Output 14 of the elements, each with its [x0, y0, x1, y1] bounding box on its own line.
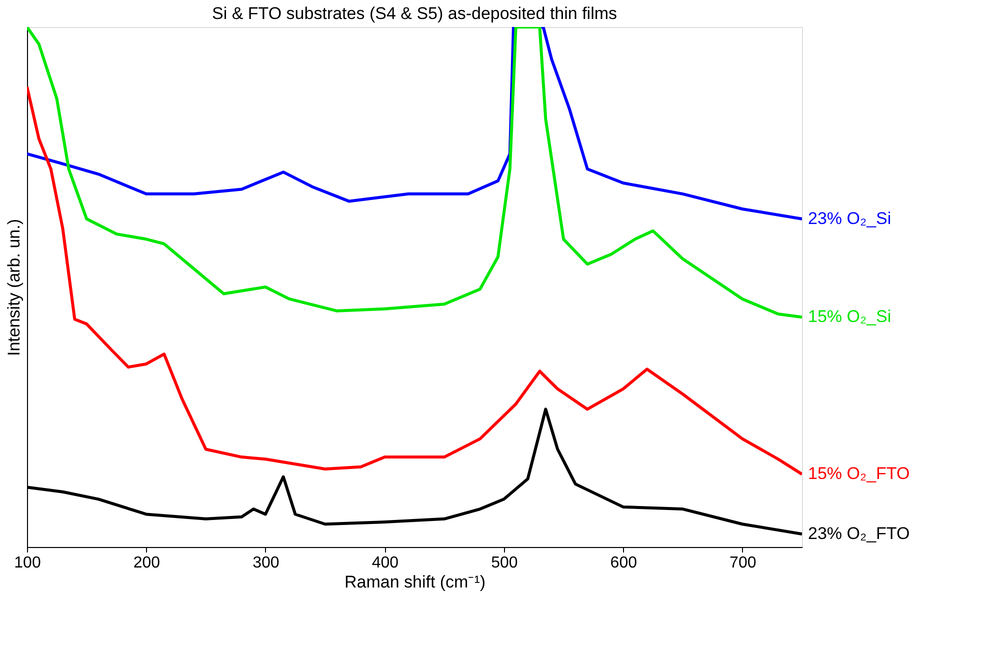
series-label: 15% O₂_Si [808, 307, 892, 326]
x-axis-title: Raman shift (cm⁻¹) [344, 572, 486, 592]
x-tick-label: 100 [14, 554, 41, 572]
x-tick-label: 500 [491, 554, 518, 572]
x-tick-label: 400 [372, 554, 399, 572]
x-tick-label: 600 [610, 554, 638, 572]
chart-title: Si & FTO substrates (S4 & S5) as-deposited thin films [212, 4, 618, 23]
series-label: 15% O₂_FTO [808, 464, 910, 484]
series-label: 23% O₂_Si [808, 208, 892, 228]
y-axis-title: Intensity (arb. un.) [4, 218, 24, 356]
x-tick-label: 700 [730, 554, 756, 572]
x-tick-label: 300 [252, 554, 280, 572]
x-tick-label: 200 [133, 554, 160, 572]
series-label: 23% O₂_FTO [808, 524, 910, 543]
